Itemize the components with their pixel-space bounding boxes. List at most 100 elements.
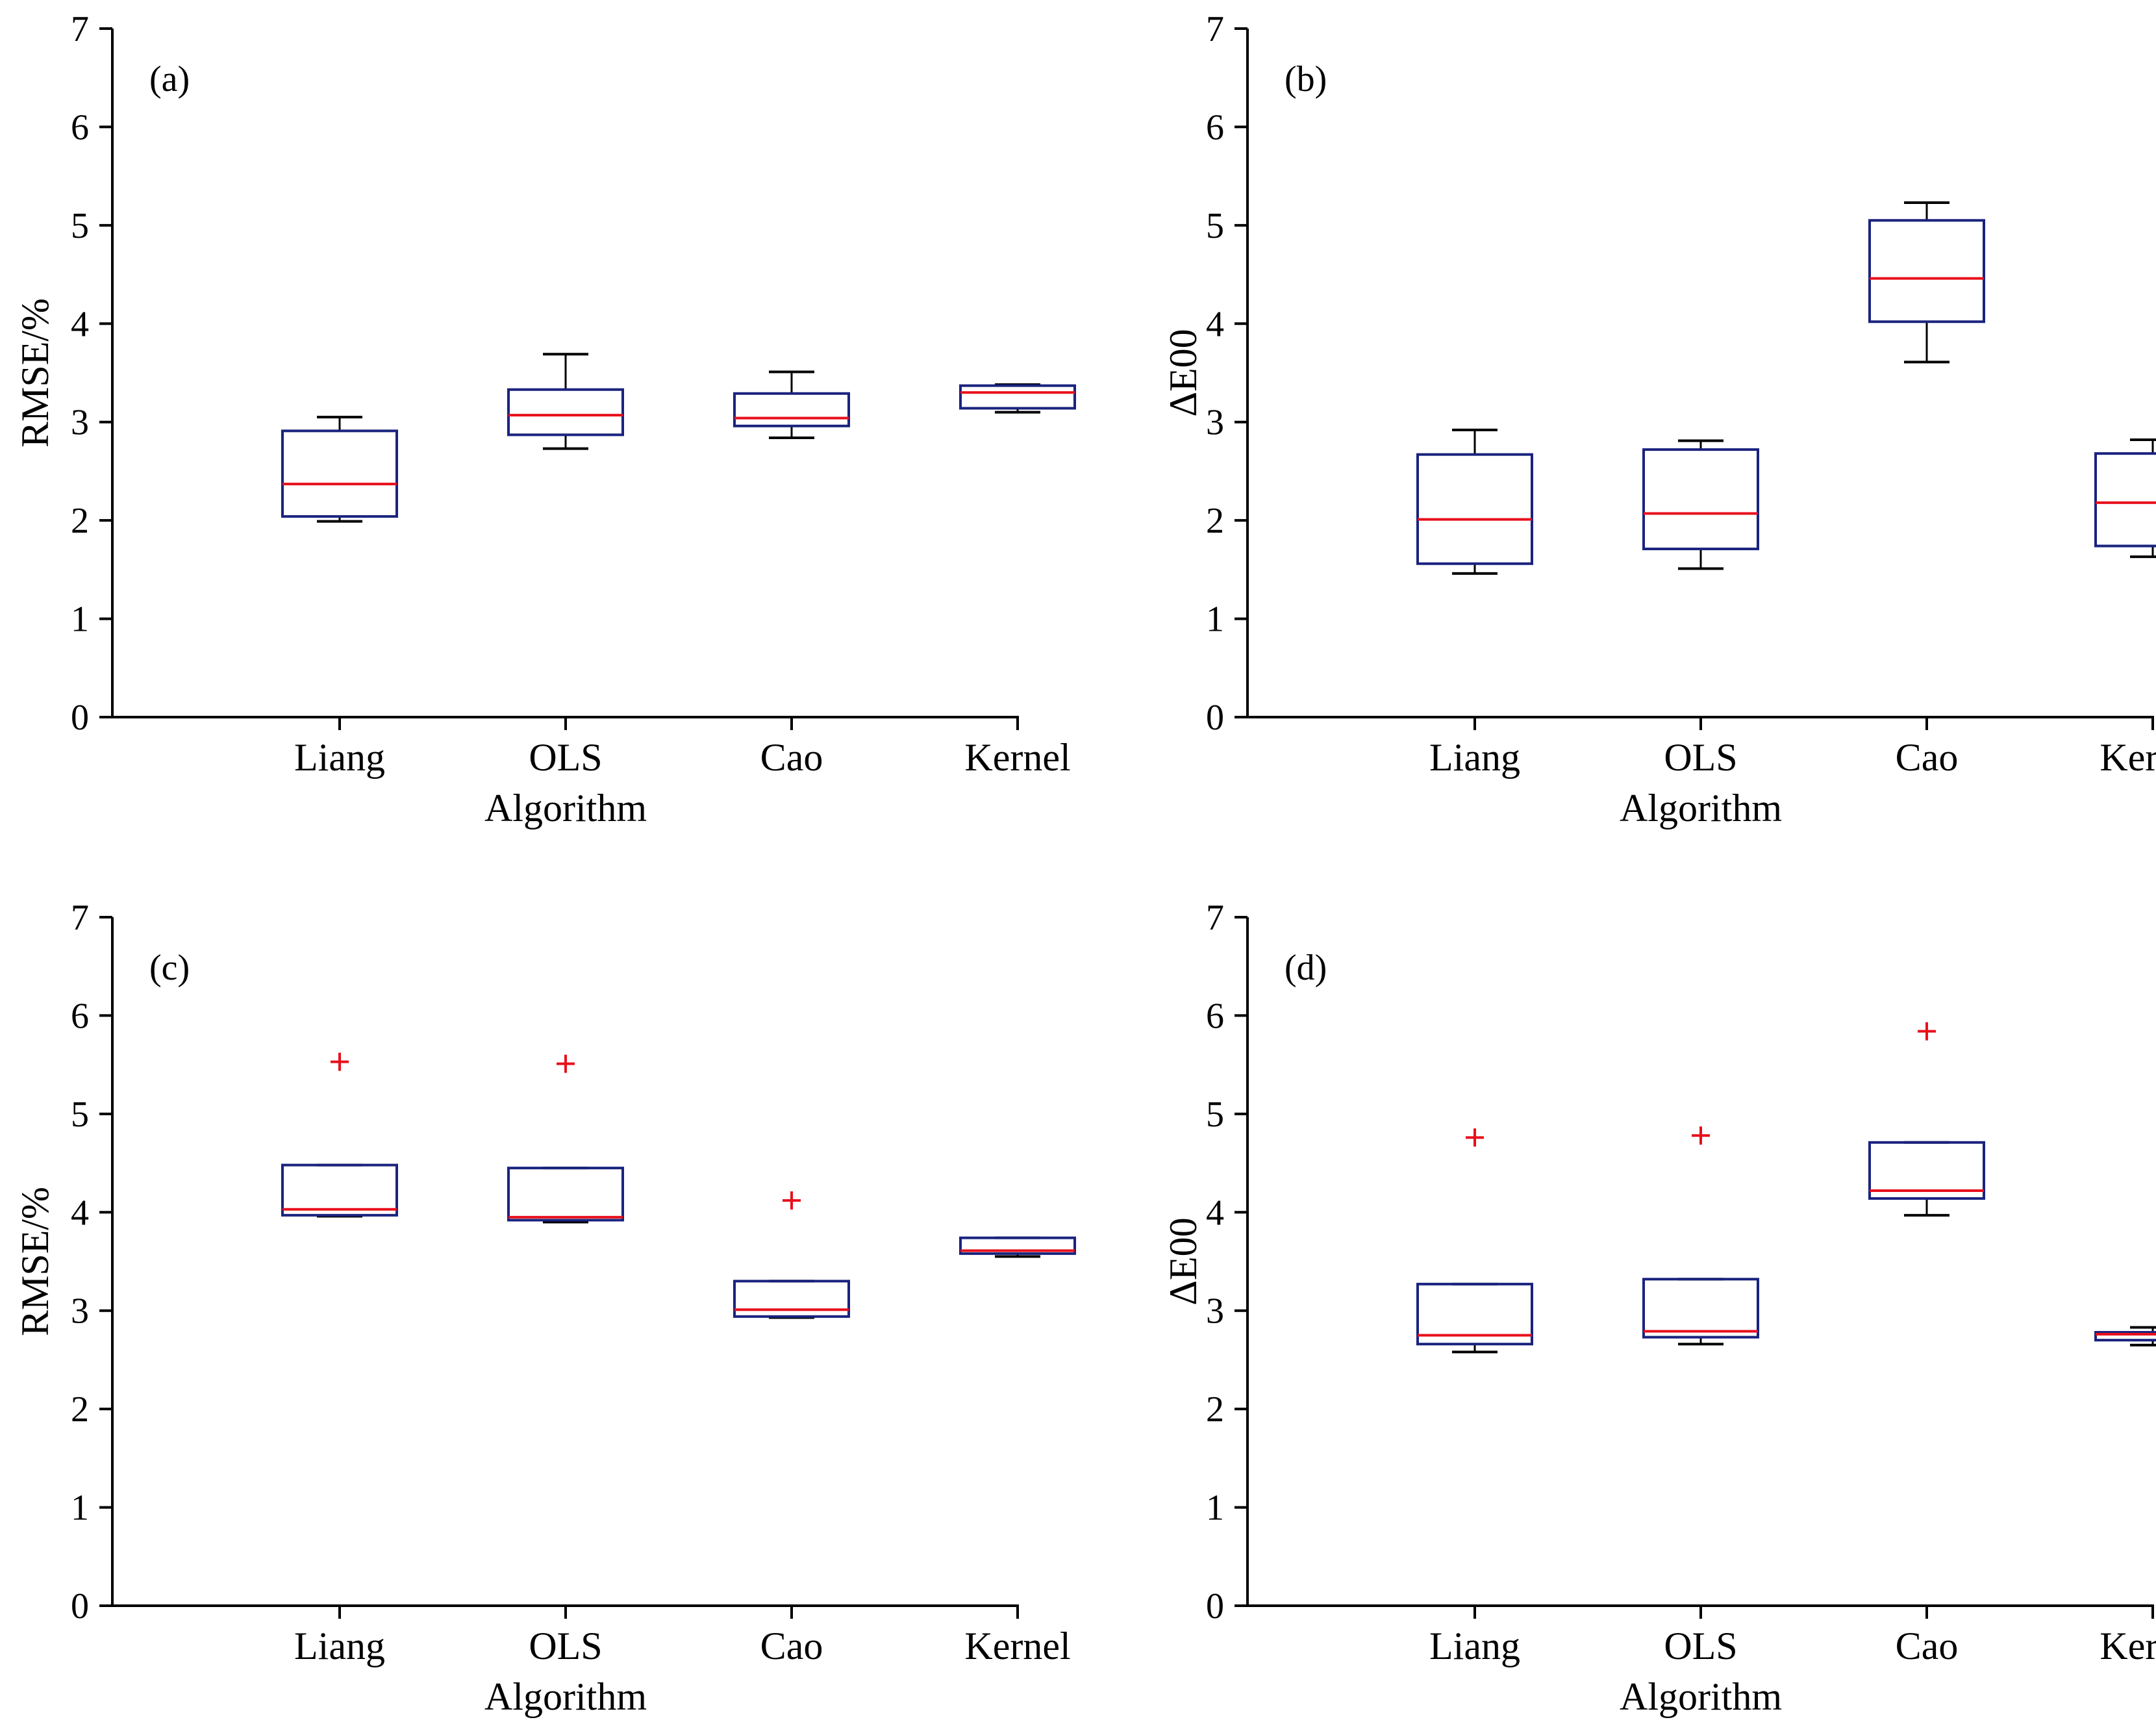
iqr-box bbox=[959, 1236, 1076, 1255]
x-tick-label: Kernel bbox=[964, 736, 1070, 779]
x-tick-label: Liang bbox=[294, 736, 385, 779]
panel-c: 0 1 2 3 4 5 6 7 Liang OLS Cao Kernel Algorithm RMSE/%… bbox=[14, 898, 1076, 1718]
y-tick-label: 7 bbox=[1206, 898, 1224, 938]
y-tick-label: 6 bbox=[1206, 107, 1224, 147]
iqr-box bbox=[1642, 448, 1759, 551]
y-tick-label: 7 bbox=[71, 9, 89, 49]
box-ols bbox=[1642, 1126, 1759, 1346]
y-tick-label: 0 bbox=[1206, 1586, 1224, 1627]
iqr-box bbox=[507, 388, 624, 437]
y-tick-label: 1 bbox=[71, 600, 89, 640]
x-tick-label: OLS bbox=[1664, 736, 1737, 779]
box-cao bbox=[733, 1191, 850, 1319]
box-liang bbox=[281, 416, 398, 523]
x-tick-label: Kernel bbox=[2100, 1625, 2156, 1667]
box-ols bbox=[1642, 439, 1759, 570]
iqr-box bbox=[733, 1280, 850, 1318]
panel-a: 0 1 2 3 4 5 6 7 Liang OLS Cao Kernel Algorithm RMSE/%… bbox=[14, 9, 1076, 829]
y-tick-label: 7 bbox=[1206, 9, 1224, 49]
box-cao bbox=[733, 370, 850, 439]
x-axis-label: Algorithm bbox=[484, 1675, 647, 1718]
outlier-marker bbox=[1692, 1126, 1710, 1145]
iqr-box bbox=[1868, 1141, 1985, 1200]
iqr-box bbox=[733, 392, 850, 427]
y-axis-label: RMSE/% bbox=[14, 1187, 56, 1336]
x-tick-label: OLS bbox=[529, 736, 602, 779]
y-tick-label: 5 bbox=[1206, 206, 1224, 246]
x-tick-label: Cao bbox=[760, 736, 823, 779]
y-tick-label: 6 bbox=[71, 996, 89, 1036]
x-axis-label: Algorithm bbox=[1620, 1675, 1782, 1718]
iqr-box bbox=[1868, 219, 1985, 323]
box-kernel bbox=[959, 383, 1076, 414]
box-cao bbox=[1868, 201, 1985, 364]
box-liang bbox=[281, 1052, 398, 1218]
x-axis-label: Algorithm bbox=[1620, 787, 1782, 829]
y-tick-label: 2 bbox=[1206, 1389, 1224, 1430]
y-tick-label: 0 bbox=[1206, 698, 1224, 738]
y-tick-label: 0 bbox=[71, 1586, 89, 1627]
x-axis-label: Algorithm bbox=[484, 787, 647, 829]
iqr-box bbox=[281, 429, 398, 518]
y-tick-label: 3 bbox=[1206, 403, 1224, 443]
y-axis-label: ΔE00 bbox=[1162, 329, 1205, 416]
y-tick-label: 4 bbox=[1206, 304, 1224, 344]
box-ols bbox=[507, 1054, 624, 1224]
y-tick-label: 5 bbox=[1206, 1095, 1224, 1135]
box-kernel bbox=[2094, 1326, 2156, 1347]
iqr-box bbox=[281, 1163, 398, 1217]
iqr-box bbox=[2094, 452, 2156, 548]
iqr-box bbox=[1416, 1282, 1533, 1346]
x-tick-label: Kernel bbox=[2100, 736, 2156, 779]
box-ols bbox=[507, 353, 624, 450]
panel-label: (c) bbox=[149, 948, 190, 988]
outlier-marker bbox=[1918, 1022, 1936, 1041]
y-tick-label: 3 bbox=[71, 403, 89, 443]
y-tick-label: 0 bbox=[71, 698, 89, 738]
y-tick-label: 2 bbox=[71, 1389, 89, 1430]
iqr-box bbox=[959, 384, 1076, 410]
box-kernel bbox=[2094, 438, 2156, 559]
iqr-box bbox=[1642, 1278, 1759, 1339]
panel-label: (d) bbox=[1285, 948, 1327, 988]
panel-label: (a) bbox=[149, 59, 190, 99]
panel-label: (b) bbox=[1285, 59, 1327, 99]
box-cao bbox=[1868, 1022, 1985, 1217]
y-tick-label: 1 bbox=[1206, 1488, 1224, 1528]
outlier-marker bbox=[557, 1054, 575, 1073]
y-tick-label: 2 bbox=[1206, 501, 1224, 541]
outlier-marker bbox=[331, 1052, 349, 1071]
x-tick-label: Liang bbox=[1429, 736, 1520, 779]
y-tick-label: 3 bbox=[71, 1291, 89, 1332]
panel-d: 0 1 2 3 4 5 6 7 Liang OLS Cao Kernel Algorithm ΔE00 (d… bbox=[1162, 898, 2156, 1718]
box-liang bbox=[1416, 428, 1533, 575]
y-tick-label: 1 bbox=[71, 1488, 89, 1528]
x-tick-label: Liang bbox=[294, 1625, 385, 1667]
box-liang bbox=[1416, 1128, 1533, 1354]
iqr-box bbox=[2094, 1331, 2156, 1342]
box-kernel bbox=[959, 1236, 1076, 1258]
y-axis-label: ΔE00 bbox=[1162, 1217, 1205, 1305]
x-tick-label: Kernel bbox=[964, 1625, 1070, 1667]
y-tick-label: 6 bbox=[71, 107, 89, 147]
x-tick-label: Cao bbox=[760, 1625, 823, 1667]
x-tick-label: Liang bbox=[1429, 1625, 1520, 1667]
y-axis-label: RMSE/% bbox=[14, 298, 56, 448]
iqr-box bbox=[507, 1167, 624, 1222]
x-tick-label: OLS bbox=[1664, 1625, 1737, 1667]
outlier-marker bbox=[783, 1191, 801, 1210]
outlier-marker bbox=[1466, 1128, 1484, 1147]
panel-b: 0 1 2 3 4 5 6 7 Liang OLS Cao Kernel Algorithm ΔE00 (b… bbox=[1162, 9, 2156, 829]
x-tick-label: OLS bbox=[529, 1625, 602, 1667]
x-tick-label: Cao bbox=[1896, 1625, 1959, 1667]
y-tick-label: 5 bbox=[71, 1095, 89, 1135]
y-tick-label: 4 bbox=[1206, 1193, 1224, 1233]
y-tick-label: 5 bbox=[71, 206, 89, 246]
y-tick-label: 1 bbox=[1206, 600, 1224, 640]
y-tick-label: 4 bbox=[71, 1193, 89, 1233]
iqr-box bbox=[1416, 453, 1533, 565]
y-tick-label: 6 bbox=[1206, 996, 1224, 1036]
x-tick-label: Cao bbox=[1896, 736, 1959, 779]
y-tick-label: 4 bbox=[71, 304, 89, 344]
